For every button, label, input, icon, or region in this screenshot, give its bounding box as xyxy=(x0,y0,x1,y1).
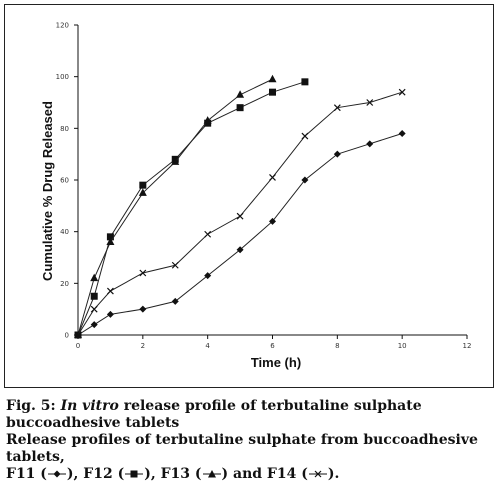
caption-fig-label: Fig. 5: xyxy=(6,398,61,414)
series-line-f11 xyxy=(77,133,403,336)
data-point-f13 xyxy=(171,157,180,165)
data-point-f12 xyxy=(269,88,276,96)
data-point-f11 xyxy=(366,140,374,148)
y-tick-label: 20 xyxy=(60,280,69,288)
data-point-f14 xyxy=(398,88,406,96)
series-f11 xyxy=(74,130,406,339)
series-f12 xyxy=(74,78,309,339)
x-tick-label: 4 xyxy=(205,342,210,350)
figure-caption: Fig. 5: In vitro release profile of terb… xyxy=(6,398,496,483)
data-point-f11 xyxy=(333,150,341,158)
data-point-f14 xyxy=(333,104,341,112)
data-point-f14 xyxy=(269,173,276,181)
data-point-f14 xyxy=(74,331,82,339)
caption-part-1: F11 ( xyxy=(6,466,47,482)
series-line-f12 xyxy=(77,81,306,336)
legend-key-f12 xyxy=(125,470,144,478)
x-tick-label: 0 xyxy=(76,342,80,350)
data-point-f13 xyxy=(106,237,115,245)
data-point-f12 xyxy=(106,233,114,241)
legend-key-f14 xyxy=(308,470,327,478)
data-point-f11 xyxy=(106,310,114,318)
data-point-f11 xyxy=(171,297,179,305)
y-tick-label: 0 xyxy=(65,332,69,340)
caption-title: Fig. 5: In vitro release profile of terb… xyxy=(6,398,496,432)
data-point-f11 xyxy=(204,272,212,280)
data-point-f13 xyxy=(236,90,245,98)
series-line-f14 xyxy=(77,91,403,336)
data-point-f13 xyxy=(138,188,147,196)
data-point-f14 xyxy=(106,287,114,295)
data-point-f12 xyxy=(90,292,98,300)
x-tick-label: 2 xyxy=(141,342,145,350)
x-axis-title: Time (h) xyxy=(251,355,301,370)
x-tick-label: 6 xyxy=(270,342,275,350)
data-point-f11 xyxy=(269,217,276,225)
caption-part-5: ). xyxy=(327,466,340,482)
caption-part-3: ), F13 ( xyxy=(144,466,202,482)
y-tick-label: 120 xyxy=(56,22,69,30)
y-tick-label: 60 xyxy=(60,177,69,185)
data-point-f11 xyxy=(90,321,98,329)
data-point-f11 xyxy=(139,305,147,313)
data-point-f14 xyxy=(139,269,147,277)
x-tick-label: 12 xyxy=(463,342,472,350)
caption-part-2: ), F12 ( xyxy=(66,466,125,482)
chart-frame: 0 2 4 6 8 10 12 0 20 40 60 80 100 120 Time (h) Cumula… xyxy=(4,4,494,388)
x-tick-label: 10 xyxy=(398,342,407,350)
y-tick-label: 80 xyxy=(60,125,69,133)
data-point-f14 xyxy=(171,261,179,269)
y-axis-title: Cumulative % Drug Released xyxy=(40,101,55,281)
legend-key-f13 xyxy=(202,470,221,478)
y-tick-label: 40 xyxy=(60,228,69,236)
data-point-f14 xyxy=(366,99,374,106)
data-point-f13 xyxy=(203,116,212,124)
data-point-f14 xyxy=(236,212,244,220)
series-layer xyxy=(74,74,406,339)
caption-description: Release profiles of terbutaline sulphate… xyxy=(6,432,478,465)
data-point-f13 xyxy=(268,74,277,83)
x-tick-label: 8 xyxy=(335,342,339,350)
data-point-f11 xyxy=(398,130,406,137)
series-line-f13 xyxy=(77,78,273,336)
data-point-f13 xyxy=(90,273,99,282)
data-point-f12 xyxy=(236,104,244,112)
data-point-f14 xyxy=(90,305,98,313)
caption-italic-term: In vitro xyxy=(60,398,119,414)
series-f14 xyxy=(74,88,406,339)
data-point-f14 xyxy=(204,230,212,238)
data-point-f11 xyxy=(236,246,244,254)
data-point-f12 xyxy=(301,78,309,86)
caption-part-4: ) and F14 ( xyxy=(221,466,308,482)
caption-title-text: release profile of terbutaline sulphate … xyxy=(6,398,422,431)
data-point-f12 xyxy=(139,181,147,189)
data-point-f14 xyxy=(301,132,309,140)
caption-legend-line: F11 ( ), F12 ( ), F13 ( ) and F14 (). xyxy=(6,466,496,483)
legend-key-f11 xyxy=(47,470,66,478)
data-point-f11 xyxy=(301,176,309,184)
y-tick-label: 100 xyxy=(56,73,69,81)
